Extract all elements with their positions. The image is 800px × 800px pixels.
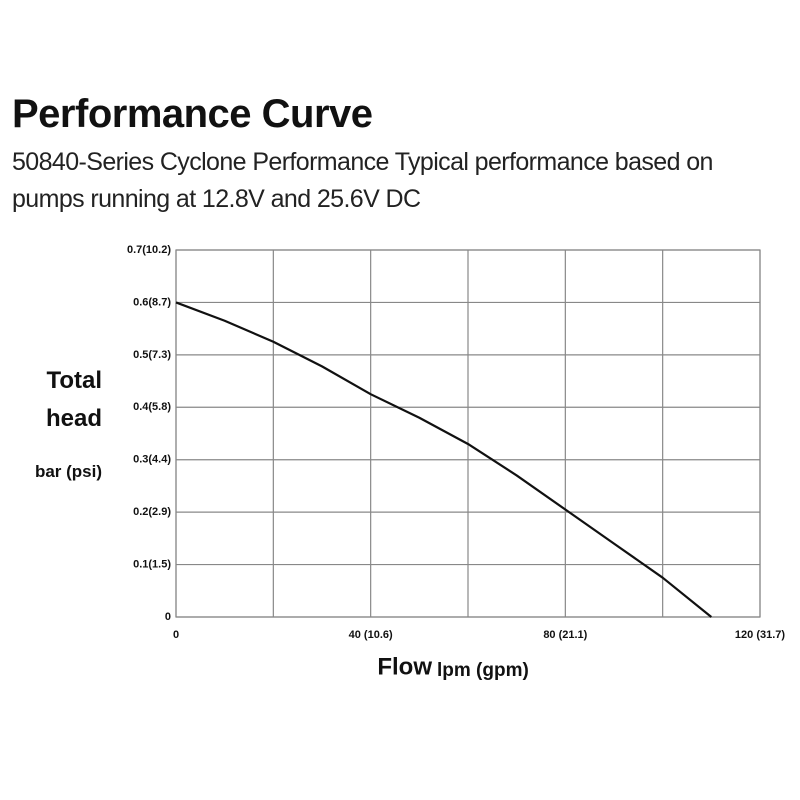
y-tick-label: 0.1(1.5) — [133, 558, 171, 570]
y-tick-label: 0.4(5.8) — [133, 401, 171, 413]
y-tick-label: 0.5(7.3) — [133, 349, 171, 361]
chart-title: Performance Curve — [12, 92, 373, 136]
x-axis-unit: lpm (gpm) — [437, 660, 529, 681]
y-tick-label: 0.7(10.2) — [127, 244, 171, 256]
x-axis-label: Flow — [377, 653, 432, 680]
y-tick-label: 0 — [165, 611, 171, 623]
x-tick-label: 80 (21.1) — [543, 629, 587, 641]
y-tick-label: 0.6(8.7) — [133, 296, 171, 308]
x-tick-label: 0 — [173, 629, 179, 641]
x-tick-label: 120 (31.7) — [735, 629, 785, 641]
chart-subtitle: 50840-Series Cyclone Performance Typical… — [12, 148, 713, 213]
y-tick-label: 0.3(4.4) — [133, 454, 171, 466]
y-tick-label: 0.2(2.9) — [133, 506, 171, 518]
data-line — [175, 301, 713, 618]
x-tick-label: 40 (10.6) — [349, 629, 393, 641]
y-axis-unit: bar (psi) — [34, 462, 102, 481]
y-axis-label: Total head — [45, 367, 102, 432]
